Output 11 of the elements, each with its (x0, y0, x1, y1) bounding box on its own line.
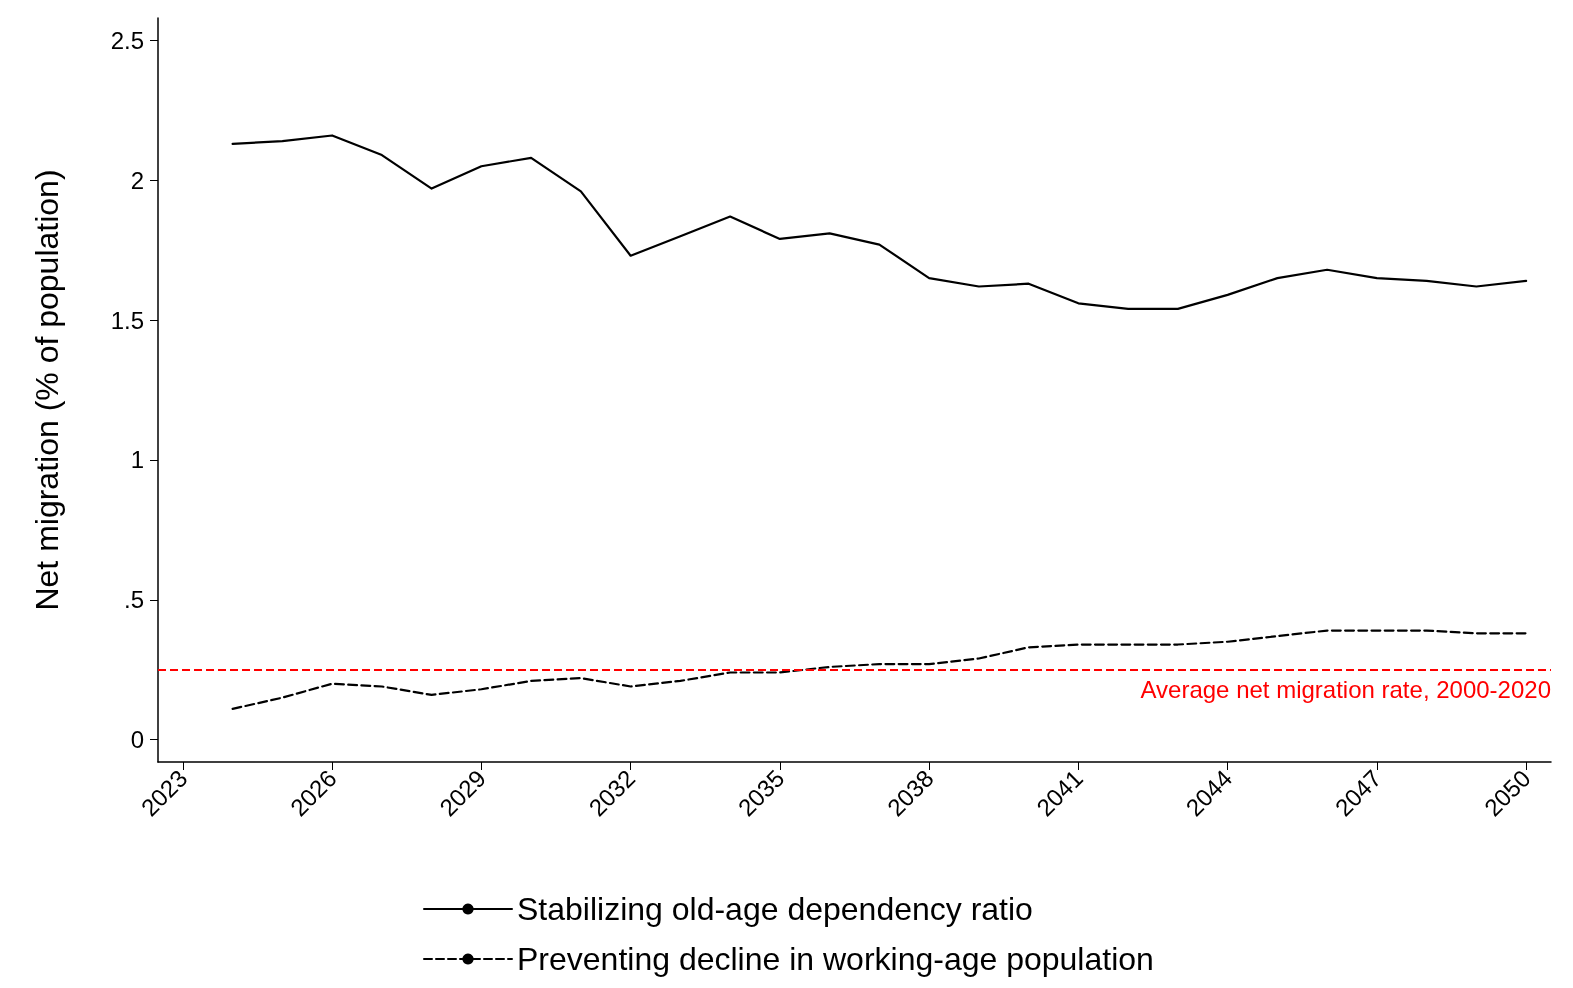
legend-label: Stabilizing old-age dependency ratio (517, 891, 1033, 927)
y-tick-label: .5 (123, 586, 144, 614)
y-tick-label: 1.5 (110, 306, 144, 334)
y-axis-title: Net migration (% of population) (29, 169, 65, 611)
legend-label: Preventing decline in working-age population (517, 941, 1154, 977)
y-tick-label: 2.5 (110, 26, 144, 54)
y-tick-label: 0 (130, 726, 144, 754)
y-tick-label: 2 (130, 166, 144, 194)
y-tick-label: 1 (130, 446, 144, 474)
line-series (231, 134, 1528, 310)
ref-line-label: Average net migration rate, 2000-2020 (1140, 676, 1551, 704)
